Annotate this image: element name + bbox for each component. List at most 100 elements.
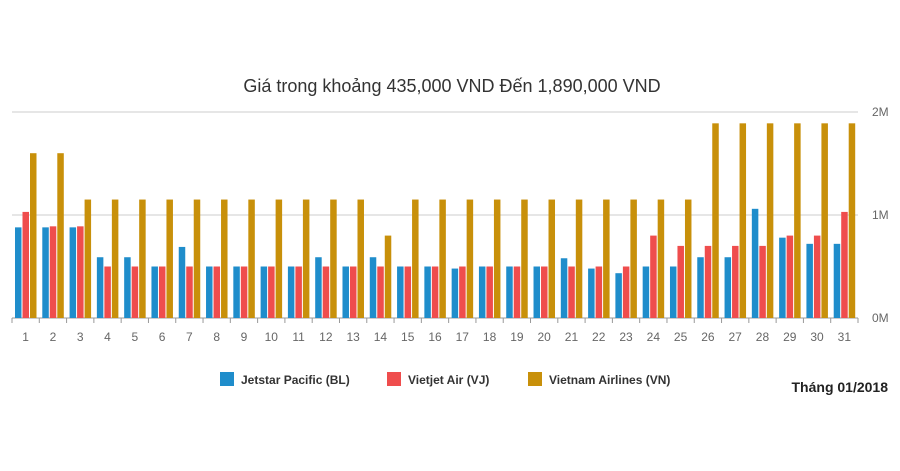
bar [42, 227, 49, 318]
bar [131, 266, 139, 318]
x-tick-label: 27 [729, 330, 743, 344]
bar [57, 153, 64, 318]
bar [848, 123, 856, 318]
bar [275, 199, 283, 318]
bar [548, 199, 556, 318]
bar [521, 199, 528, 318]
bar [493, 199, 501, 318]
bar [704, 245, 712, 318]
bar [158, 266, 166, 318]
x-tick-label: 15 [401, 330, 415, 344]
bar [233, 266, 240, 318]
x-tick-label: 12 [319, 330, 333, 344]
bar [513, 266, 521, 318]
x-tick-label: 13 [346, 330, 360, 344]
bar [588, 268, 595, 318]
x-tick-label: 8 [213, 330, 220, 344]
bar [166, 199, 173, 318]
x-tick-label: 23 [619, 330, 633, 344]
bar [240, 266, 248, 318]
bar [751, 208, 759, 318]
bar [384, 235, 392, 318]
x-tick-label: 25 [674, 330, 688, 344]
y-tick-label: 0M [872, 311, 889, 325]
x-tick-label: 19 [510, 330, 524, 344]
bar [439, 199, 446, 318]
bar [260, 266, 268, 318]
bar [404, 266, 412, 318]
bar [124, 257, 131, 318]
bar [139, 199, 146, 318]
bar [478, 266, 486, 318]
bar [732, 245, 739, 318]
bar [221, 199, 228, 318]
bar [186, 266, 193, 318]
bar [684, 199, 692, 318]
bar [506, 266, 513, 318]
bar [813, 235, 821, 318]
x-tick-label: 6 [159, 330, 166, 344]
bar [739, 123, 747, 318]
bar [248, 199, 255, 318]
bar [541, 266, 548, 318]
x-tick-label: 7 [186, 330, 193, 344]
x-tick-label: 17 [456, 330, 470, 344]
bars [15, 123, 856, 318]
bar [342, 266, 349, 318]
bar [779, 237, 786, 318]
x-tick-label: 16 [428, 330, 442, 344]
bar [77, 226, 84, 318]
x-tick-label: 31 [838, 330, 852, 344]
x-tick-label: 10 [265, 330, 279, 344]
bar [806, 243, 813, 318]
bar [295, 266, 302, 318]
bar [302, 199, 310, 318]
month-label: Tháng 01/2018 [792, 379, 889, 395]
x-tick-label: 22 [592, 330, 606, 344]
bar [712, 123, 719, 318]
bar [697, 257, 704, 318]
x-tick-label: 20 [537, 330, 551, 344]
bar [821, 123, 828, 318]
bar [833, 243, 841, 318]
bar [786, 235, 794, 318]
bar [111, 199, 119, 318]
bar [533, 266, 541, 318]
bar [766, 123, 774, 318]
bar [69, 227, 77, 318]
legend-label: Jetstar Pacific (BL) [241, 373, 350, 387]
bar [178, 246, 186, 318]
bar [759, 245, 766, 318]
bar [841, 211, 848, 318]
bar [560, 258, 568, 318]
x-axis-ticks: 1 2 3 4 5 6 7 8 9 10 11 12 13 14 15 16 17 18 19 20 21 22 23 24 2… [11, 318, 859, 344]
bar [22, 211, 29, 318]
x-tick-label: 30 [810, 330, 824, 344]
legend-label: Vietnam Airlines (VN) [549, 373, 670, 387]
bar [287, 266, 295, 318]
legend: Jetstar Pacific (BL) Vietjet Air (VJ) Viet… [220, 372, 670, 387]
bar [397, 266, 404, 318]
x-tick-label: 2 [50, 330, 57, 344]
bar [451, 268, 459, 318]
x-tick-label: 24 [647, 330, 661, 344]
bar [575, 199, 583, 318]
bar [412, 199, 419, 318]
bar [15, 227, 22, 318]
legend-swatch [387, 372, 401, 386]
bar [151, 266, 158, 318]
bar [650, 235, 657, 318]
bar [615, 273, 622, 318]
bar [357, 199, 364, 318]
bar [424, 266, 431, 318]
x-tick-label: 5 [131, 330, 138, 344]
legend-swatch [220, 372, 234, 386]
x-tick-label: 29 [783, 330, 797, 344]
bar [104, 266, 111, 318]
bar [677, 245, 684, 318]
x-tick-label: 1 [22, 330, 29, 344]
x-tick-label: 21 [565, 330, 579, 344]
bar [466, 199, 474, 318]
bar [96, 257, 104, 318]
